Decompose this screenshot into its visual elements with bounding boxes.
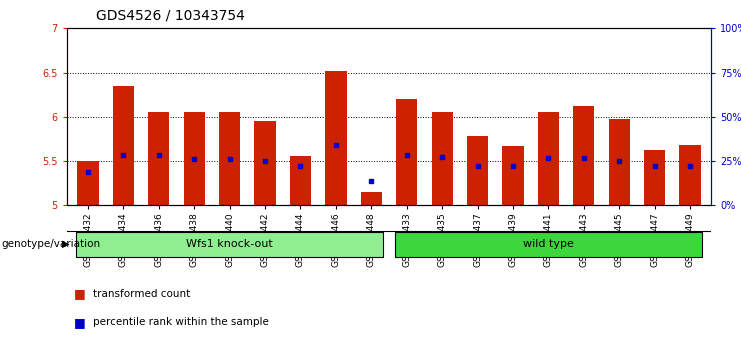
Bar <box>644 150 665 205</box>
Text: Wfs1 knock-out: Wfs1 knock-out <box>186 239 273 249</box>
Bar <box>325 71 347 205</box>
Bar <box>148 112 170 205</box>
Bar <box>77 161 99 205</box>
Text: genotype/variation: genotype/variation <box>1 239 101 249</box>
Bar <box>574 106 594 205</box>
Text: ■: ■ <box>74 316 86 329</box>
Text: transformed count: transformed count <box>93 289 190 299</box>
Bar <box>219 112 240 205</box>
Bar <box>538 112 559 205</box>
Bar <box>396 99 417 205</box>
Bar <box>290 156 311 205</box>
Bar <box>679 145 701 205</box>
Bar <box>502 146 524 205</box>
FancyBboxPatch shape <box>395 232 702 257</box>
Bar <box>113 86 134 205</box>
Text: GDS4526 / 10343754: GDS4526 / 10343754 <box>96 9 245 23</box>
Bar <box>467 136 488 205</box>
Text: percentile rank within the sample: percentile rank within the sample <box>93 317 268 327</box>
FancyBboxPatch shape <box>76 232 383 257</box>
Bar <box>184 112 205 205</box>
Bar <box>254 121 276 205</box>
Text: ■: ■ <box>74 287 86 300</box>
Text: wild type: wild type <box>523 239 574 249</box>
Bar <box>361 192 382 205</box>
Bar <box>431 113 453 205</box>
Bar <box>608 119 630 205</box>
Text: ▶: ▶ <box>62 239 69 249</box>
